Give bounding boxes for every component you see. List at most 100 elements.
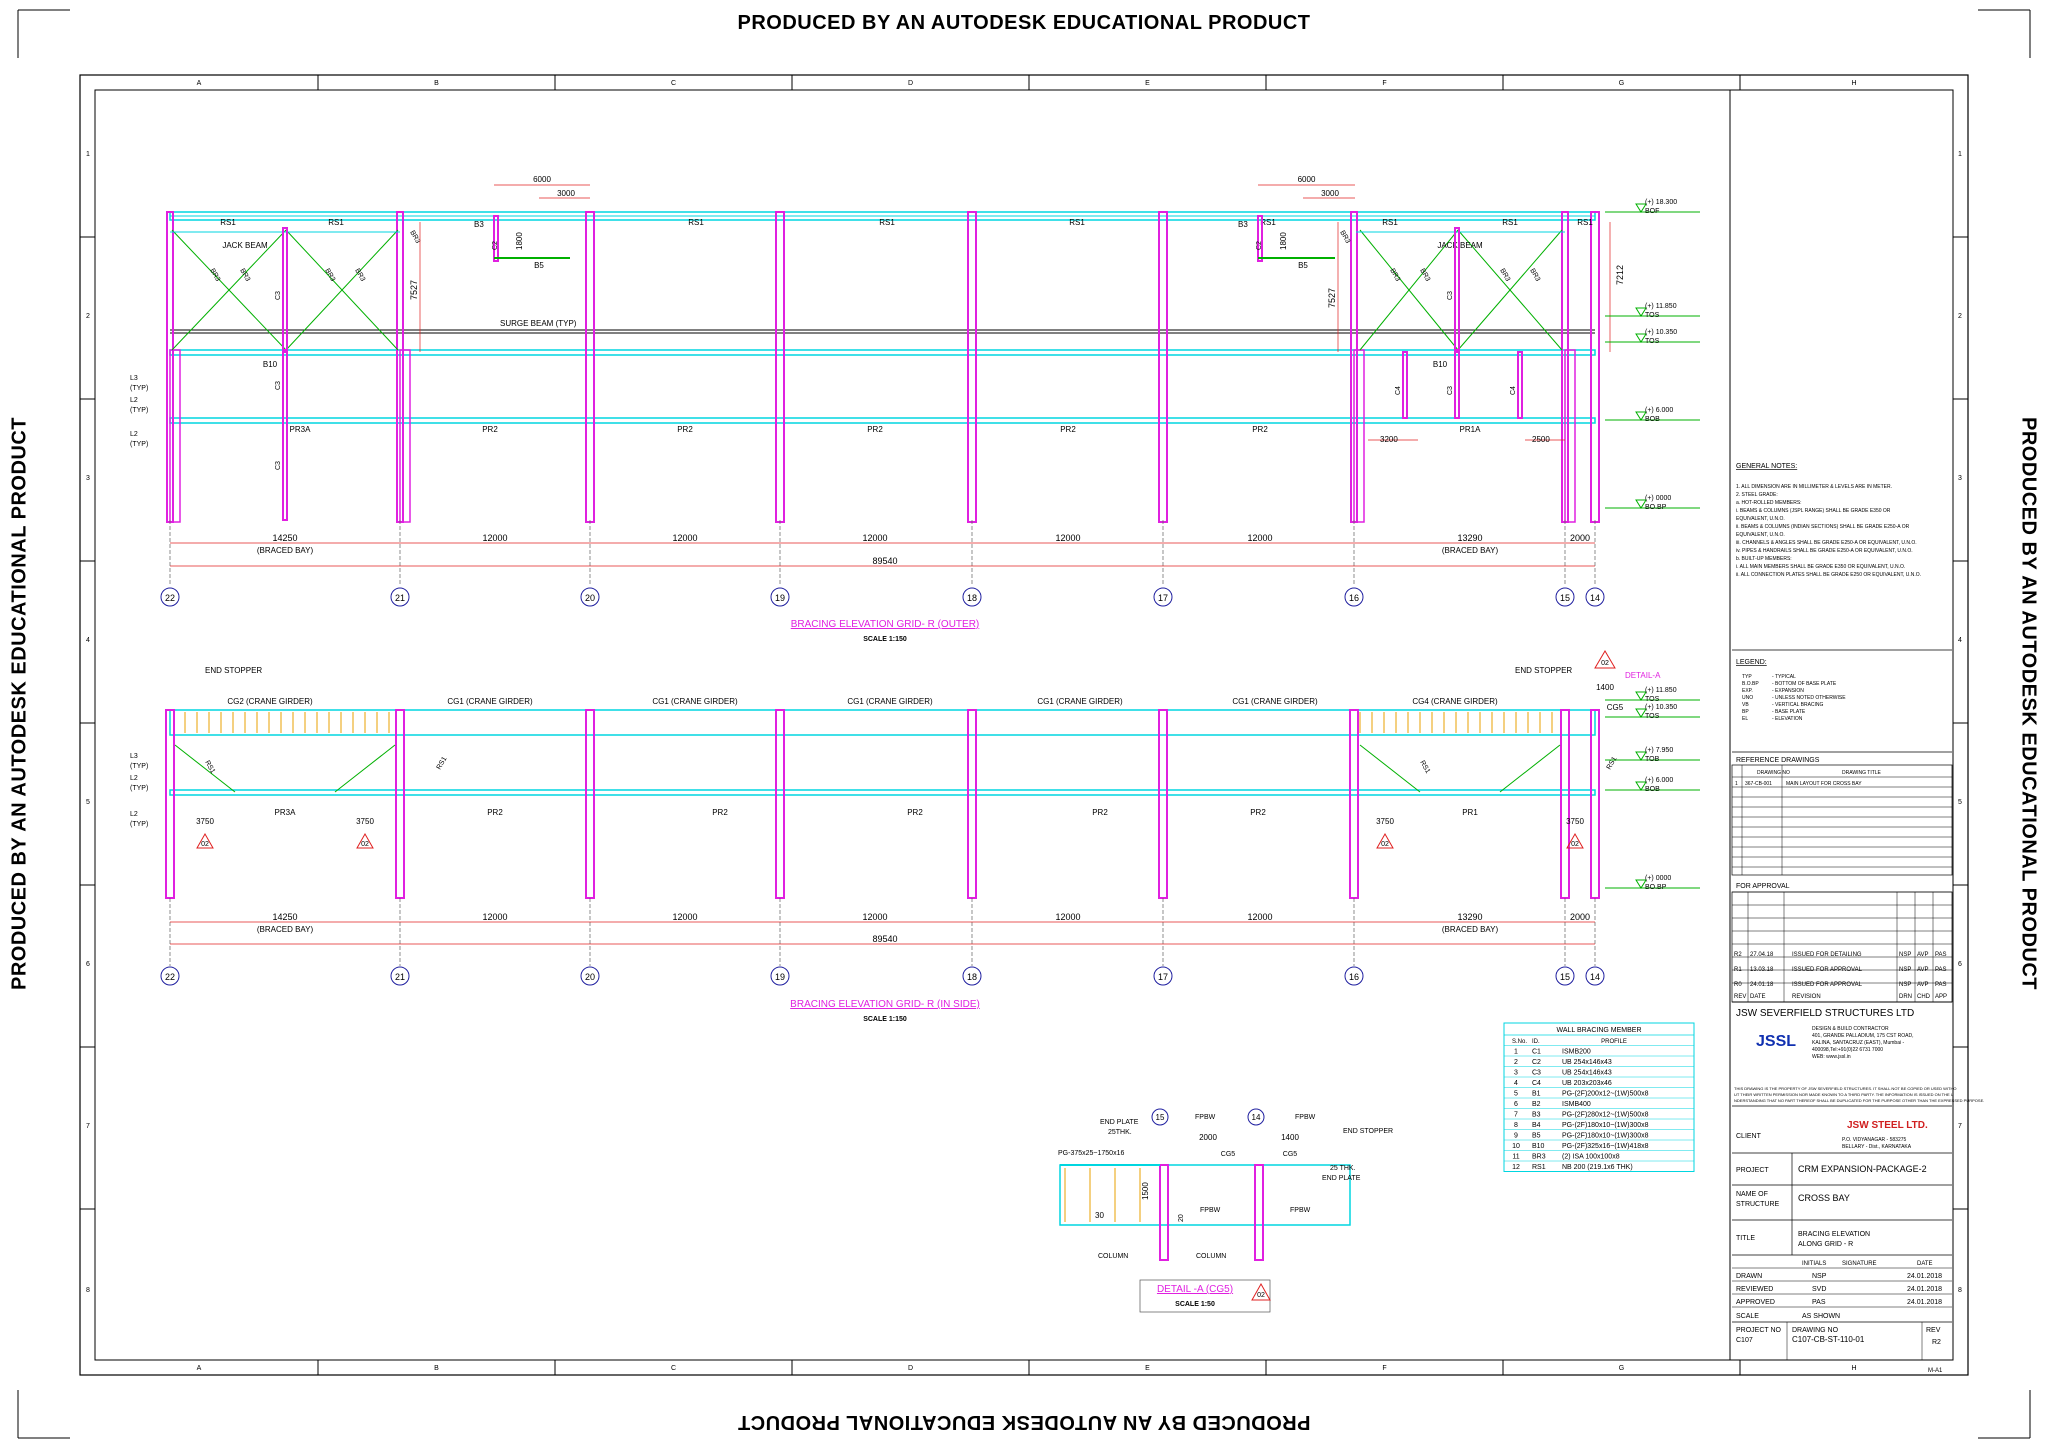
bob-beam xyxy=(169,417,1596,424)
detail-label: FPBW xyxy=(1200,1207,1221,1214)
scale-value: AS SHOWN xyxy=(1802,1313,1840,1320)
client-logo: JSW STEEL LTD. xyxy=(1847,1120,1928,1131)
legend-key: EL xyxy=(1742,716,1748,722)
c3-label: C3 xyxy=(1447,291,1454,300)
title-label: TITLE xyxy=(1736,1235,1755,1242)
column xyxy=(585,211,595,523)
drawing-no-label: DRAWING NO xyxy=(1792,1327,1839,1334)
left-tag: (TYP) xyxy=(130,785,148,792)
revision-cell: 27.04.18 xyxy=(1750,952,1774,958)
left-tag: (TYP) xyxy=(130,821,148,828)
grid-label: 14 xyxy=(1590,593,1600,603)
elevation-scale: SCALE 1:150 xyxy=(863,636,907,643)
braced-bay-label: (BRACED BAY) xyxy=(257,925,314,934)
wall-bracing-cell: 12 xyxy=(1512,1164,1520,1171)
elevation-title: BRACING ELEVATION GRID- R (OUTER) xyxy=(791,619,980,630)
wall-bracing-cell: B10 xyxy=(1532,1143,1545,1150)
grid-bubble xyxy=(770,966,790,986)
general-notes-line: ii. BEAMS & COLUMNS (INDIAN SECTIONS) SH… xyxy=(1736,524,1910,530)
wall-bracing-cell: NB 200 (219.1x6 THK) xyxy=(1562,1164,1633,1171)
member-label: PR2 xyxy=(1060,425,1076,434)
grid-bubble xyxy=(160,587,180,607)
detail-tag: 02 xyxy=(361,841,369,848)
grid-label: 22 xyxy=(165,972,175,982)
grid-label: 17 xyxy=(1158,593,1168,603)
sig-header: INITIALS xyxy=(1802,1261,1826,1267)
member-label: PR2 xyxy=(1250,808,1266,817)
level-value: (+) 11.850 xyxy=(1645,687,1677,694)
level-marker xyxy=(1635,333,1647,343)
border-row-number: 8 xyxy=(1958,1287,1962,1294)
bracing xyxy=(334,744,396,793)
braced-bay-label: (BRACED BAY) xyxy=(257,546,314,555)
column-2 xyxy=(585,709,595,899)
project-value: CRM EXPANSION-PACKAGE-2 xyxy=(1798,1164,1927,1174)
wall-bracing-cell: UB 254x146x43 xyxy=(1562,1070,1612,1077)
grid-bubble xyxy=(1555,587,1575,607)
c4-label: C4 xyxy=(1395,386,1402,395)
level-marker xyxy=(1635,708,1647,718)
revision-header: REV xyxy=(1734,994,1746,1000)
watermark-top: PRODUCED BY AN AUTODESK EDUCATIONAL PROD… xyxy=(737,12,1311,34)
sig-initials: PAS xyxy=(1812,1299,1826,1306)
client-address: P.O. VIDYANAGAR - 583275 xyxy=(1842,1137,1907,1143)
bracing xyxy=(1457,229,1563,351)
level-marker xyxy=(1635,879,1647,889)
revision-cell: R0 xyxy=(1734,982,1742,988)
sig-date: 24.01.2018 xyxy=(1907,1286,1942,1293)
border-row-number: 4 xyxy=(1958,637,1962,644)
total-dim: 89540 xyxy=(872,934,897,944)
company-name: JSW SEVERFIELD STRUCTURES LTD xyxy=(1736,1008,1914,1019)
wall-bracing-cell: 9 xyxy=(1514,1133,1518,1140)
grid-bubble xyxy=(1344,966,1364,986)
level-value: (+) 11.850 xyxy=(1645,303,1677,310)
legend-key: BP xyxy=(1742,709,1749,715)
elevation-title: BRACING ELEVATION GRID- R (IN SIDE) xyxy=(790,999,980,1010)
girder-label: CG4 (CRANE GIRDER) xyxy=(1412,697,1498,706)
detail-a-label: DETAIL-A xyxy=(1625,671,1661,680)
column xyxy=(775,211,785,523)
detail-tag-triangle xyxy=(1376,832,1394,849)
client-address: BELLARY - Dist., KARNATAKA xyxy=(1842,1144,1912,1150)
rs1-label: RS1 xyxy=(1418,760,1431,775)
revision-cell: R2 xyxy=(1734,952,1742,958)
dim-label: 1400 xyxy=(1281,1133,1299,1142)
bay-dim: 14250 xyxy=(272,533,297,543)
border-col-letter: D xyxy=(908,80,913,87)
reference-header: DRAWING TITLE xyxy=(1842,770,1882,776)
grid-label: 22 xyxy=(165,593,175,603)
end-stopper-label: END STOPPER xyxy=(1515,666,1572,675)
c3-label: C3 xyxy=(275,461,282,470)
dim-label: 3000 xyxy=(1321,189,1339,198)
level-value: (+) 0000 xyxy=(1645,495,1671,502)
wall-bracing-header: ID. xyxy=(1532,1039,1540,1045)
level-value: (+) 10.350 xyxy=(1645,329,1677,336)
rev-label: REV xyxy=(1926,1327,1941,1334)
grid-bubble xyxy=(1585,587,1605,607)
dim-label: 1800 xyxy=(515,232,524,250)
level-value: (+) 6.000 xyxy=(1645,777,1673,784)
bay-dim: 12000 xyxy=(862,912,887,922)
revision-cell: AVP xyxy=(1917,982,1929,988)
bay-dim: 2000 xyxy=(1570,533,1590,543)
bracing xyxy=(1359,744,1421,793)
client-label: CLIENT xyxy=(1736,1133,1762,1140)
wall-bracing-cell: RS1 xyxy=(1532,1164,1546,1171)
sig-initials: NSP xyxy=(1812,1273,1827,1280)
bay-dim: 12000 xyxy=(1247,533,1272,543)
legend-value: - BASE PLATE xyxy=(1772,709,1806,715)
grid-bubble xyxy=(962,587,982,607)
dim-label: 6000 xyxy=(533,175,551,184)
bay-dim: 12000 xyxy=(1055,533,1080,543)
elevation-scale: SCALE 1:150 xyxy=(863,1016,907,1023)
general-notes-line: iii. CHANNELS & ANGLES SHALL BE GRADE E2… xyxy=(1736,540,1917,546)
wall-bracing-header: PROFILE xyxy=(1601,1039,1627,1045)
girder-label: CG1 (CRANE GIRDER) xyxy=(1232,697,1318,706)
column xyxy=(1158,211,1168,523)
bay-dim: 12000 xyxy=(1247,912,1272,922)
border-row-number: 7 xyxy=(86,1123,90,1130)
left-tag: L3 xyxy=(130,375,138,382)
legend-value: - BOTTOM OF BASE PLATE xyxy=(1772,681,1837,687)
level-marker xyxy=(1635,781,1647,791)
sig-date: 24.01.2018 xyxy=(1907,1273,1942,1280)
